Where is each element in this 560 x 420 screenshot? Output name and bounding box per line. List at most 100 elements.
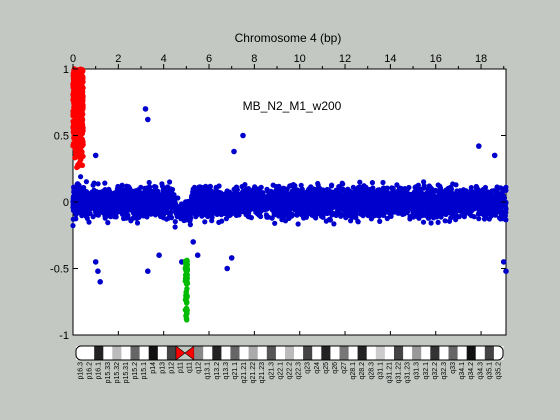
data-point	[226, 199, 232, 205]
data-point	[213, 197, 219, 203]
data-point	[313, 207, 319, 213]
data-point	[118, 185, 124, 192]
x-tick-label: 14	[384, 53, 396, 65]
data-point	[195, 202, 201, 208]
data-point	[333, 212, 339, 218]
data-point	[409, 206, 415, 213]
data-point	[164, 216, 170, 222]
x-tick-label: 10	[294, 53, 306, 65]
ideogram-band	[212, 346, 222, 360]
data-point	[297, 190, 303, 196]
data-point	[293, 205, 299, 212]
data-point	[389, 185, 395, 191]
band-label: q34.2	[468, 362, 475, 380]
data-point	[320, 207, 326, 213]
scatter-layer	[70, 66, 509, 323]
data-point	[378, 200, 384, 206]
data-point	[252, 197, 258, 203]
data-point	[276, 205, 282, 211]
data-point	[399, 207, 405, 213]
ideogram-outline	[75, 345, 504, 361]
data-point	[353, 211, 359, 217]
x-tick-label: 4	[161, 53, 167, 65]
data-point	[394, 182, 400, 188]
data-point	[98, 207, 104, 213]
data-point	[105, 220, 111, 226]
data-point	[83, 179, 89, 185]
data-point	[278, 197, 284, 203]
data-point	[185, 198, 191, 205]
data-point	[93, 210, 99, 216]
chromosome-ideogram	[75, 345, 504, 361]
data-point	[395, 195, 401, 201]
ideogram-band	[294, 346, 304, 360]
band-label: q32.1	[423, 362, 430, 380]
band-label: p11	[177, 362, 184, 373]
data-point	[482, 212, 489, 218]
data-point	[197, 209, 204, 215]
ideogram-band	[448, 346, 458, 360]
data-point	[452, 195, 458, 201]
data-point	[146, 179, 152, 186]
data-point	[141, 193, 147, 199]
data-point	[442, 190, 449, 196]
band-label: q21.3	[268, 362, 275, 380]
data-point	[473, 197, 479, 203]
data-point	[452, 213, 458, 219]
data-point	[306, 204, 312, 210]
data-point	[71, 119, 78, 125]
data-point	[183, 259, 189, 265]
data-point	[421, 179, 427, 185]
data-point	[371, 193, 377, 199]
data-point	[403, 194, 409, 200]
data-point	[80, 153, 86, 159]
data-point	[183, 203, 189, 209]
band-label: q34.1	[459, 362, 466, 380]
data-point	[282, 187, 288, 193]
data-point	[318, 213, 324, 219]
data-point	[452, 206, 458, 212]
data-point	[145, 188, 151, 194]
x-tick-label: 0	[70, 53, 76, 65]
data-point	[206, 207, 212, 213]
data-point	[106, 186, 112, 192]
data-point	[166, 196, 172, 202]
data-point	[239, 184, 245, 190]
data-point	[264, 186, 270, 192]
data-point	[78, 120, 85, 126]
data-point	[259, 197, 265, 203]
ideogram-band	[466, 346, 477, 360]
data-point	[406, 184, 412, 191]
data-point	[83, 189, 90, 195]
data-point	[427, 185, 433, 191]
ideogram-band	[85, 346, 95, 360]
band-label: q35.1	[486, 362, 493, 380]
data-point	[270, 203, 277, 210]
data-point	[119, 192, 125, 199]
data-point	[407, 197, 413, 203]
data-point	[220, 197, 226, 203]
x-tick-label: 8	[251, 53, 257, 65]
data-point	[81, 203, 87, 209]
data-point	[72, 146, 79, 152]
data-point	[272, 191, 278, 197]
band-label: q31.1	[377, 362, 384, 380]
band-label: q21.23	[259, 362, 266, 384]
data-point	[246, 190, 252, 196]
data-point	[468, 188, 474, 194]
data-point	[183, 308, 190, 314]
data-point	[190, 239, 196, 245]
ideogram-band	[266, 346, 277, 360]
data-point	[270, 182, 276, 188]
x-tick-label: 2	[115, 53, 121, 65]
ideogram-band	[366, 346, 377, 360]
data-point	[480, 200, 486, 206]
data-point	[503, 217, 509, 223]
data-point	[156, 252, 162, 258]
data-point	[428, 198, 434, 205]
data-point	[365, 212, 371, 219]
data-point	[434, 196, 440, 202]
data-point	[359, 197, 365, 203]
ideogram-band	[257, 346, 268, 360]
data-point	[346, 204, 352, 210]
